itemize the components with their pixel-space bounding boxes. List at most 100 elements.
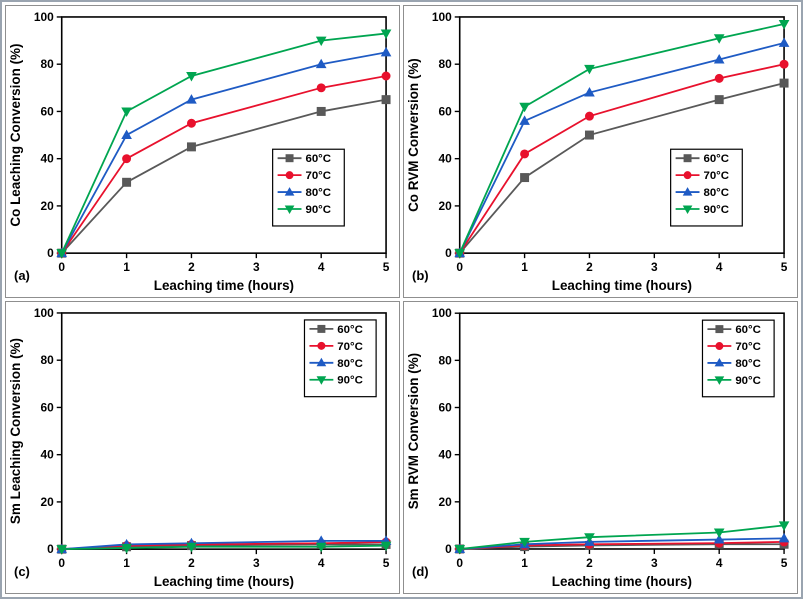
marker-triangle-down [778, 521, 790, 531]
y-tick-label: 60 [40, 400, 54, 414]
marker-circle [316, 83, 326, 93]
marker-triangle-up [778, 37, 790, 47]
y-tick-label: 40 [40, 152, 54, 166]
marker-square [381, 95, 391, 105]
marker-triangle-up [713, 534, 725, 544]
x-tick-label: 4 [716, 260, 723, 274]
marker-triangle-up [584, 87, 595, 97]
marker-triangle-down [454, 545, 466, 555]
legend-label: 60°C [735, 324, 761, 336]
panel-label-b: (b) [412, 268, 429, 283]
x-tick-label: 1 [521, 260, 528, 274]
legend-label: 70°C [735, 341, 761, 353]
x-tick-label: 3 [651, 260, 658, 274]
marker-circle [779, 59, 789, 69]
marker-triangle-down [713, 528, 725, 538]
legend: 60°C 70°C 80°C 90°C [670, 148, 743, 227]
marker-triangle-down [56, 249, 68, 259]
legend-label: 60°C [305, 153, 331, 165]
marker-triangle-down [380, 29, 392, 39]
marker-circle [520, 149, 530, 159]
marker-square [715, 325, 724, 334]
marker-circle [285, 171, 294, 180]
x-tick-label: 5 [383, 260, 390, 274]
y-tick-label: 20 [438, 199, 452, 213]
y-axis-title: Co Leaching Conversion (%) [8, 44, 23, 227]
marker-triangle-down [121, 107, 132, 117]
legend-label: 70°C [703, 170, 729, 182]
x-tick-label: 2 [586, 556, 593, 570]
marker-square [285, 154, 294, 163]
marker-triangle-up [316, 357, 327, 367]
marker-triangle-up [519, 115, 530, 125]
x-tick-label: 5 [781, 556, 788, 570]
marker-triangle-down [121, 543, 132, 554]
x-tick-label: 2 [188, 556, 195, 570]
marker-triangle-down [584, 533, 595, 543]
marker-circle [715, 342, 724, 350]
y-tick-label: 80 [438, 57, 452, 71]
legend-label: 60°C [337, 324, 363, 336]
marker-square [186, 142, 196, 152]
marker-square [317, 324, 326, 333]
marker-triangle-down [778, 20, 790, 30]
marker-triangle-up [713, 53, 725, 64]
x-tick-label: 3 [651, 556, 658, 570]
marker-triangle-up [380, 46, 392, 57]
legend-label: 60°C [703, 153, 729, 165]
marker-triangle-up [778, 532, 790, 543]
y-tick-label: 0 [445, 246, 452, 260]
marker-square [584, 130, 594, 140]
marker-triangle-down [56, 545, 68, 555]
marker-square [779, 78, 789, 88]
y-tick-label: 40 [438, 152, 452, 166]
y-tick-label: 0 [47, 246, 54, 260]
legend-label: 70°C [305, 170, 331, 182]
marker-square [520, 173, 530, 183]
panel-c: 0 1 2 3 4 5 0 20 40 60 80 100 Leaching time (hours) S… [5, 301, 400, 594]
y-tick-label: 0 [445, 542, 452, 556]
x-tick-label: 3 [253, 260, 260, 274]
marker-circle [584, 111, 594, 121]
x-axis-title: Leaching time (hours) [154, 278, 294, 293]
x-tick-label: 4 [318, 556, 325, 570]
y-tick-label: 0 [47, 542, 54, 556]
marker-circle [317, 341, 326, 350]
marker-triangle-up [186, 94, 197, 104]
marker-circle [683, 171, 692, 180]
legend: 60°C 70°C 80°C 90°C [701, 319, 775, 398]
legend: 60°C 70°C 80°C 90°C [303, 319, 377, 398]
y-tick-label: 100 [34, 10, 54, 24]
chart-d-svg: 0 1 2 3 4 5 0 20 40 60 80 100 Leaching time (hours) S… [406, 306, 790, 589]
marker-triangle-down [315, 36, 327, 47]
y-tick-label: 60 [40, 104, 54, 118]
marker-triangle-down [714, 376, 725, 385]
x-tick-label: 2 [188, 260, 195, 274]
marker-triangle-down [380, 541, 392, 552]
marker-triangle-up [121, 129, 132, 140]
legend-label: 90°C [703, 204, 729, 216]
x-tick-label: 1 [521, 556, 528, 570]
x-axis-title: Leaching time (hours) [552, 278, 692, 293]
x-tick-label: 0 [58, 556, 65, 570]
legend-label: 90°C [735, 375, 761, 387]
marker-square [683, 154, 692, 163]
y-tick-label: 20 [40, 495, 54, 509]
x-tick-label: 3 [253, 556, 260, 570]
legend-box [701, 319, 775, 398]
x-tick-label: 0 [58, 260, 65, 274]
marker-triangle-down [284, 205, 295, 215]
x-axis-title: Leaching time (hours) [154, 574, 294, 589]
legend-box [303, 319, 377, 398]
legend-box [670, 148, 743, 227]
panel-label-a: (a) [14, 268, 30, 283]
x-tick-label: 4 [716, 556, 723, 570]
marker-square [122, 177, 132, 187]
marker-triangle-down [186, 72, 197, 82]
marker-circle [714, 73, 724, 83]
legend-label: 80°C [337, 358, 363, 370]
panel-b: 0 1 2 3 4 5 0 20 40 60 80 100 Leaching time (hours) C… [403, 5, 798, 298]
marker-triangle-down [519, 102, 530, 113]
y-tick-label: 100 [34, 306, 54, 320]
x-tick-label: 4 [318, 260, 325, 274]
